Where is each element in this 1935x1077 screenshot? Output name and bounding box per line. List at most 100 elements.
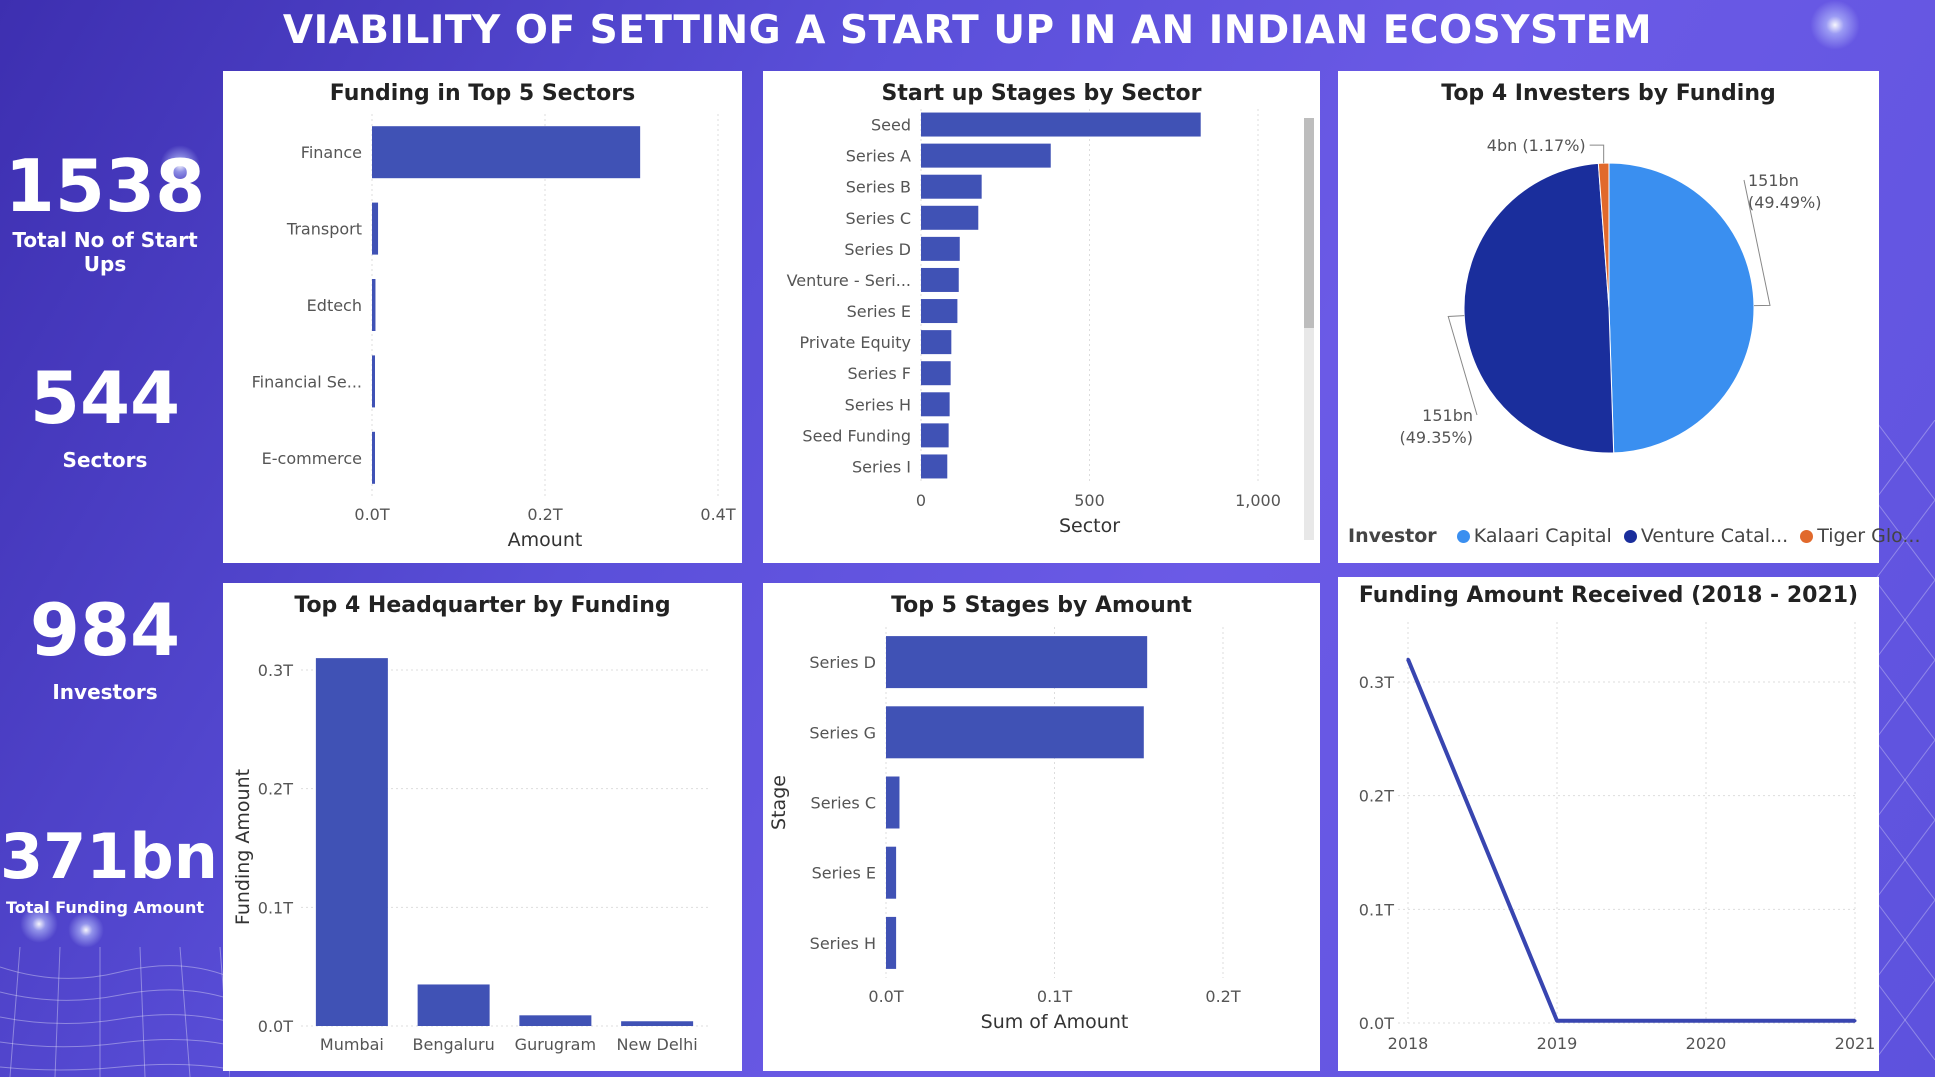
- bar: [886, 706, 1144, 759]
- scrollbar-thumb[interactable]: [1304, 118, 1314, 328]
- y-tick-label: Finance: [301, 143, 362, 162]
- y-tick-label: Seed: [871, 116, 911, 135]
- x-tick-label: 2019: [1537, 1034, 1578, 1053]
- x-tick-label: 500: [1074, 491, 1105, 510]
- kpi-sectors: 544 Sectors: [0, 362, 210, 472]
- y-tick-label: Series C: [811, 794, 876, 813]
- y-tick-label: Series B: [846, 178, 911, 197]
- bar: [921, 392, 950, 417]
- chart-card-funding-trend[interactable]: Funding Amount Received (2018 - 2021) 0.…: [1338, 577, 1879, 1071]
- bar: [886, 846, 897, 899]
- chart-card-top-investors[interactable]: Top 4 Investers by Funding 151bn (49.49%)…: [1338, 71, 1921, 563]
- y-tick-label: 0.1T: [1359, 900, 1394, 919]
- x-tick-label: 2018: [1388, 1034, 1429, 1053]
- data-label: 151bn: [1422, 406, 1473, 425]
- sector-funding-chart: 0.0T 0.2T 0.4T Finance Transport Edtech Financ…: [252, 114, 736, 551]
- y-tick-label: Series I: [852, 457, 911, 476]
- kpi-label: Total No of Start Ups: [12, 228, 198, 276]
- x-axis-label: Amount: [508, 529, 583, 551]
- background-glow: [68, 912, 104, 948]
- x-tick-label: 0.2T: [527, 505, 562, 524]
- y-tick-label: 0.2T: [1359, 787, 1394, 806]
- bar: [921, 454, 948, 479]
- bar: [921, 423, 949, 448]
- bar: [417, 984, 490, 1026]
- bar: [519, 1015, 592, 1026]
- bar: [921, 143, 1051, 168]
- kpi-value: 544: [29, 356, 181, 440]
- y-tick-label: Edtech: [307, 296, 362, 315]
- chart-title: Start up Stages by Sector: [881, 81, 1202, 106]
- headquarter-funding-chart: 0.0T 0.1T 0.2T 0.3T Mumbai Bengaluru Gurugram N…: [232, 658, 708, 1054]
- x-tick-label: 1,000: [1235, 491, 1281, 510]
- y-tick-label: Series G: [809, 723, 876, 742]
- chart-card-stages-by-amount[interactable]: Top 5 Stages by Amount 0.0T 0.1T 0.2T Serie…: [763, 583, 1320, 1071]
- data-label: (49.35%): [1400, 428, 1474, 447]
- chart-title: Top 4 Headquarter by Funding: [294, 593, 671, 618]
- bar: [886, 636, 1148, 689]
- stages-by-sector-chart: 0 500 1,000 Seed Series A Series B Series C Ser…: [787, 109, 1281, 537]
- leader-line: [1743, 179, 1771, 307]
- chart-card-headquarter-funding[interactable]: Top 4 Headquarter by Funding 0.0T 0.1T 0.2…: [223, 583, 742, 1071]
- legend-item[interactable]: Venture Catal...: [1640, 525, 1789, 547]
- stages-by-amount-chart: 0.0T 0.1T 0.2T Series D Series G Series C Seri…: [768, 627, 1241, 1033]
- y-tick-label: Series A: [846, 147, 911, 166]
- legend-item[interactable]: Tiger Glo...: [1817, 525, 1921, 547]
- background-glow: [1810, 0, 1860, 50]
- x-tick-label: Bengaluru: [413, 1035, 495, 1054]
- x-tick-label: 0.4T: [700, 505, 735, 524]
- y-axis-label: Funding Amount: [232, 769, 254, 925]
- data-label: 151bn: [1748, 171, 1799, 190]
- background-mesh: [0, 947, 230, 1077]
- scrollbar[interactable]: [1304, 118, 1314, 540]
- data-point: [1555, 1019, 1559, 1023]
- bar: [886, 916, 897, 969]
- x-tick-label: 0: [916, 491, 926, 510]
- bar: [886, 776, 900, 829]
- bar: [621, 1021, 694, 1026]
- bar: [921, 267, 959, 292]
- y-tick-label: E-commerce: [262, 449, 362, 468]
- y-tick-label: Series H: [810, 934, 876, 953]
- legend-item[interactable]: Kalaari Capital: [1473, 525, 1612, 547]
- x-tick-label: 0.2T: [1205, 987, 1240, 1006]
- kpi-value: 371bn: [0, 820, 218, 893]
- x-tick-label: 0.1T: [1037, 987, 1072, 1006]
- bar: [921, 174, 982, 199]
- y-tick-label: Series E: [847, 302, 911, 321]
- y-tick-label: 0.3T: [1359, 673, 1394, 692]
- bar: [921, 236, 960, 261]
- kpi-total-startups: 1538 Total No of Start Ups: [0, 150, 210, 276]
- y-tick-label: Series C: [846, 209, 911, 228]
- chart-card-sector-funding[interactable]: Funding in Top 5 Sectors 0.0T 0.2T 0.4T Fin…: [223, 71, 742, 563]
- y-tick-label: Series F: [848, 364, 912, 383]
- kpi-label: Sectors: [62, 448, 148, 472]
- y-tick-label: Financial Se...: [252, 372, 362, 391]
- legend-dot: [1623, 530, 1637, 543]
- bar: [372, 279, 376, 331]
- bar: [921, 112, 1201, 137]
- y-tick-label: Seed Funding: [802, 426, 911, 445]
- leader-line: [1447, 315, 1478, 416]
- x-tick-label: 0.0T: [354, 505, 389, 524]
- chart-title: Funding Amount Received (2018 - 2021): [1358, 583, 1859, 608]
- kpi-label: Investors: [52, 680, 158, 704]
- x-tick-label: 0.0T: [868, 987, 903, 1006]
- bar: [372, 355, 375, 408]
- background-mesh: [1875, 420, 1935, 1060]
- y-tick-label: 0.3T: [258, 661, 293, 680]
- bar: [921, 361, 951, 386]
- legend-dot: [1456, 530, 1470, 543]
- y-tick-label: 0.1T: [258, 898, 293, 917]
- kpi-value: 984: [29, 588, 181, 672]
- top-investors-pie: 151bn (49.49%) 151bn (49.35%) 4bn (1.17%): [1400, 136, 1822, 454]
- dashboard-title: VIABILITY OF SETTING A START UP IN AN IN…: [282, 8, 1653, 53]
- chart-title: Funding in Top 5 Sectors: [329, 81, 636, 106]
- x-tick-label: New Delhi: [617, 1035, 698, 1054]
- x-tick-label: 2021: [1835, 1034, 1876, 1053]
- bar: [921, 330, 952, 355]
- leader-line: [1589, 144, 1605, 164]
- y-tick-label: Series H: [845, 395, 911, 414]
- chart-card-stages-by-sector[interactable]: Start up Stages by Sector 0 500 1,000 Seed S…: [763, 71, 1320, 563]
- x-axis-label: Sector: [1059, 515, 1120, 537]
